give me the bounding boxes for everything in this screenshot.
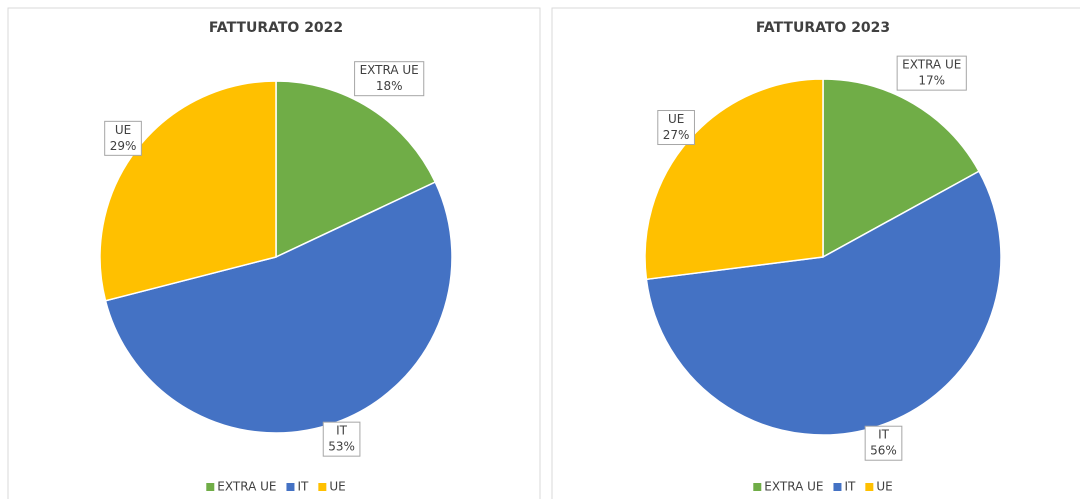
legend-swatch — [206, 483, 215, 491]
data-label: IT 53% — [322, 421, 361, 457]
label-box — [354, 61, 425, 97]
data-label: EXTRA UE 17% — [896, 55, 967, 91]
label-box — [864, 425, 903, 461]
label-category: EXTRA UE — [360, 63, 419, 77]
label-value: 17% — [918, 74, 945, 88]
legend-swatch — [286, 483, 295, 491]
label-category: IT — [878, 428, 890, 442]
legend-swatch — [753, 483, 762, 491]
legend-swatch — [318, 483, 327, 491]
label-category: EXTRA UE — [902, 58, 961, 72]
label-value: 27% — [663, 128, 690, 142]
label-value: 53% — [328, 440, 355, 454]
label-category: UE — [668, 112, 684, 126]
data-label: UE 29% — [104, 120, 142, 156]
legend: EXTRA UE IT UE — [206, 480, 346, 494]
data-label: EXTRA UE 18% — [354, 61, 425, 97]
label-category: IT — [336, 424, 348, 438]
pie-slice — [822, 78, 981, 259]
data-label: IT 56% — [864, 425, 903, 461]
label-box — [322, 421, 361, 457]
chart-title: FATTURATO 2023 — [756, 20, 890, 36]
label-box — [104, 120, 142, 156]
legend-swatch — [833, 483, 842, 491]
label-category: UE — [115, 123, 131, 137]
legend-label: IT — [297, 480, 309, 494]
label-value: 18% — [376, 79, 403, 93]
chart-title: FATTURATO 2022 — [209, 20, 343, 36]
label-value: 56% — [870, 444, 897, 458]
label-box — [657, 110, 695, 146]
legend-swatch — [865, 483, 874, 491]
legend-label: EXTRA UE — [764, 480, 823, 494]
legend-label: EXTRA UE — [217, 480, 276, 494]
legend-label: UE — [876, 480, 892, 494]
pie-slice — [275, 80, 437, 259]
label-value: 29% — [110, 139, 137, 153]
legend-label: IT — [844, 480, 856, 494]
label-box — [896, 55, 967, 91]
legend: EXTRA UE IT UE — [753, 480, 893, 494]
data-label: UE 27% — [657, 110, 695, 146]
legend-label: UE — [329, 480, 345, 494]
